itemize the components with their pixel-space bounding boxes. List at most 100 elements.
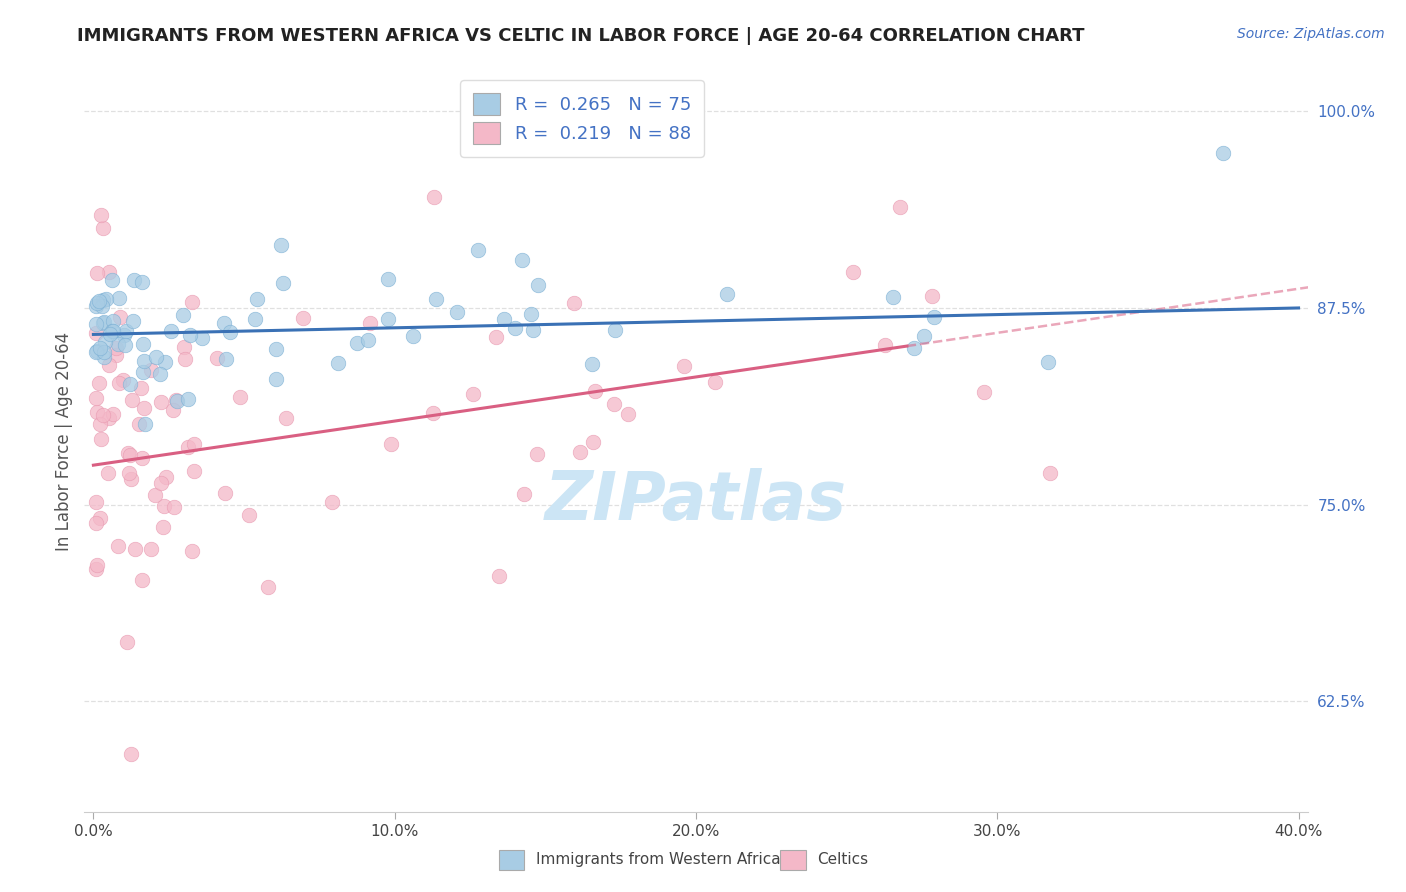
- Point: [165, 392, 187, 407]
- Point: [87, 293, 110, 308]
- Point: [243, 312, 266, 326]
- Point: [921, 289, 943, 303]
- Point: [581, 357, 603, 371]
- Point: [90, 208, 112, 222]
- Point: [134, 401, 156, 415]
- Point: [93, 350, 115, 364]
- Point: [205, 351, 228, 366]
- Point: [513, 487, 536, 501]
- Point: [882, 289, 904, 303]
- Point: [152, 499, 174, 513]
- Point: [101, 314, 124, 328]
- Point: [359, 316, 381, 330]
- Point: [264, 372, 287, 386]
- Point: [86, 317, 108, 331]
- Point: [139, 363, 162, 377]
- Point: [219, 326, 242, 340]
- Point: [246, 292, 269, 306]
- Point: [214, 485, 236, 500]
- Point: [86, 326, 108, 340]
- Point: [104, 341, 127, 355]
- Point: [128, 417, 150, 432]
- Point: [86, 405, 108, 419]
- Point: [422, 189, 444, 203]
- Point: [86, 494, 108, 508]
- Point: [488, 569, 510, 583]
- Point: [181, 544, 204, 558]
- Text: Source: ZipAtlas.com: Source: ZipAtlas.com: [1237, 27, 1385, 41]
- Point: [212, 316, 235, 330]
- Text: Immigrants from Western Africa: Immigrants from Western Africa: [536, 853, 780, 867]
- Point: [377, 312, 399, 326]
- Point: [568, 445, 591, 459]
- Point: [446, 305, 468, 319]
- Point: [149, 368, 172, 382]
- Point: [112, 328, 135, 343]
- Point: [93, 408, 115, 422]
- Point: [98, 265, 121, 279]
- Point: [889, 200, 911, 214]
- Point: [422, 406, 444, 420]
- Point: [86, 299, 108, 313]
- Point: [90, 432, 112, 446]
- Point: [177, 392, 200, 406]
- Point: [117, 446, 139, 460]
- Point: [264, 342, 287, 356]
- Point: [256, 580, 278, 594]
- Point: [150, 475, 173, 490]
- Point: [467, 243, 489, 257]
- Point: [86, 295, 108, 310]
- Point: [103, 407, 125, 421]
- Point: [87, 376, 110, 391]
- Point: [273, 277, 295, 291]
- Point: [377, 272, 399, 286]
- Point: [321, 494, 343, 508]
- Point: [229, 391, 252, 405]
- Point: [673, 359, 696, 373]
- Point: [145, 351, 167, 365]
- Point: [973, 385, 995, 400]
- Point: [583, 384, 606, 399]
- Point: [86, 562, 108, 576]
- Legend: R =  0.265   N = 75, R =  0.219   N = 88: R = 0.265 N = 75, R = 0.219 N = 88: [460, 80, 703, 157]
- Point: [181, 294, 204, 309]
- Point: [107, 539, 129, 553]
- Point: [191, 331, 214, 345]
- Point: [120, 377, 142, 392]
- Point: [115, 324, 138, 338]
- Point: [912, 328, 935, 343]
- Point: [143, 488, 166, 502]
- Point: [91, 293, 114, 308]
- Point: [357, 333, 380, 347]
- Point: [274, 411, 297, 425]
- Point: [86, 558, 108, 573]
- Point: [503, 320, 526, 334]
- Point: [562, 296, 585, 310]
- Point: [270, 238, 292, 252]
- Point: [114, 338, 136, 352]
- Point: [86, 266, 108, 280]
- Point: [155, 469, 177, 483]
- Point: [602, 397, 624, 411]
- Bar: [499, 850, 524, 870]
- Point: [463, 387, 485, 401]
- Point: [98, 358, 121, 372]
- Point: [292, 310, 315, 325]
- Text: Celtics: Celtics: [817, 853, 868, 867]
- Point: [101, 273, 124, 287]
- Point: [101, 324, 124, 338]
- Point: [215, 352, 238, 367]
- Point: [86, 516, 108, 531]
- Point: [172, 308, 194, 322]
- Point: [131, 573, 153, 587]
- Point: [1039, 467, 1062, 481]
- Text: IMMIGRANTS FROM WESTERN AFRICA VS CELTIC IN LABOR FORCE | AGE 20-64 CORRELATION : IMMIGRANTS FROM WESTERN AFRICA VS CELTIC…: [77, 27, 1085, 45]
- Point: [129, 381, 152, 395]
- Point: [108, 291, 131, 305]
- Point: [519, 307, 541, 321]
- Y-axis label: In Labor Force | Age 20-64: In Labor Force | Age 20-64: [55, 332, 73, 551]
- Point: [107, 337, 129, 351]
- Point: [160, 324, 183, 338]
- Point: [101, 324, 124, 338]
- Point: [108, 310, 131, 324]
